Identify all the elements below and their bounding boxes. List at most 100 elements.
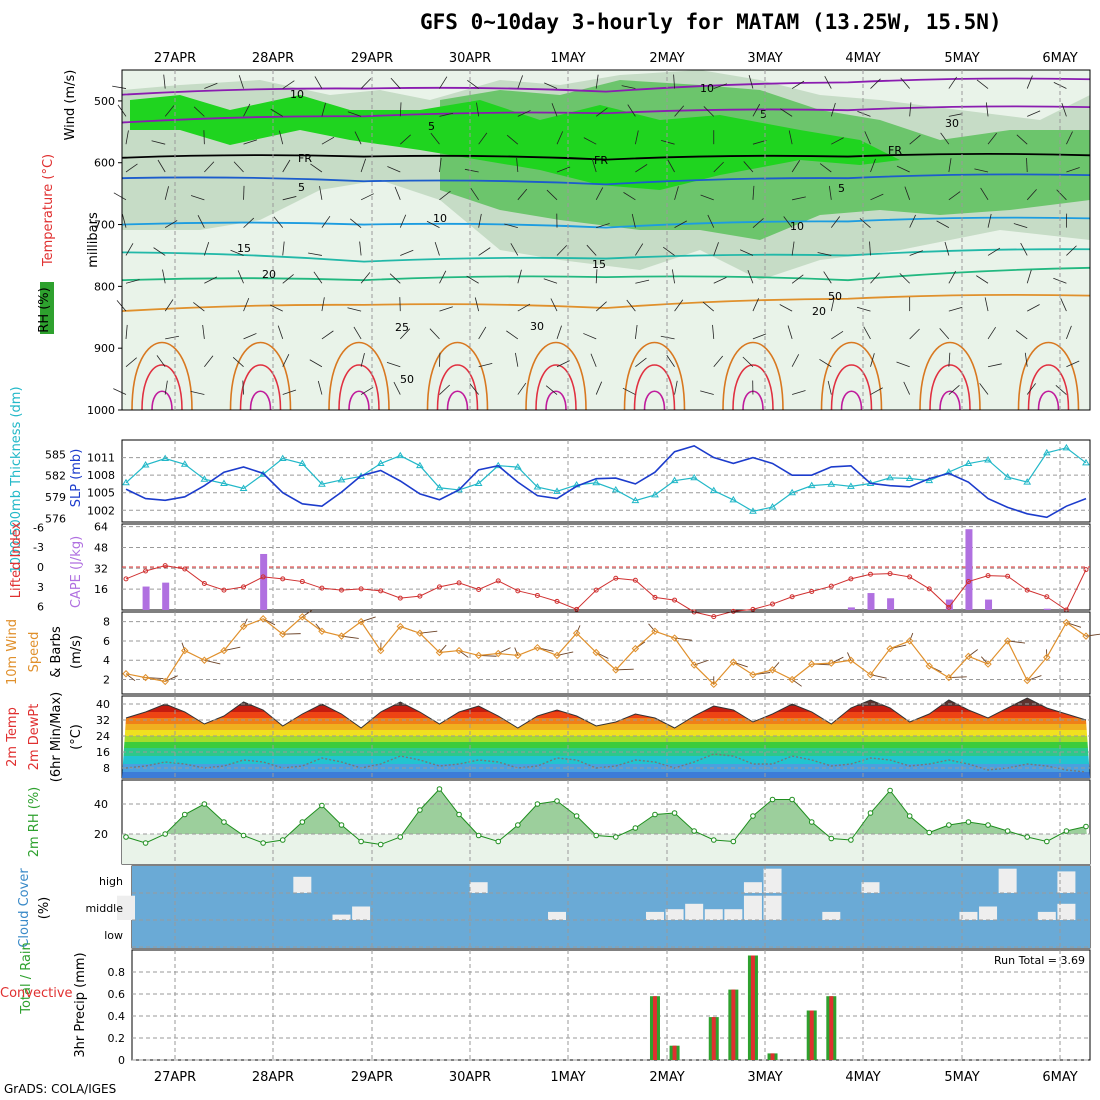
rh2m-point	[319, 802, 325, 809]
cape-bar	[1043, 608, 1051, 610]
wind10m-frame	[121, 611, 1091, 695]
wind-barb	[112, 85, 127, 89]
date-label-top: 27APR	[154, 51, 196, 66]
wind-barb	[787, 325, 793, 340]
lifted-index-point	[574, 606, 580, 612]
wind-barb	[1027, 304, 1040, 312]
isotherm-loop-30	[919, 341, 981, 411]
rh-band-90	[130, 95, 900, 190]
isotherm-label: 20	[812, 305, 826, 318]
wind-barb	[308, 252, 322, 256]
wind-barb	[317, 380, 323, 395]
wind-barb	[550, 298, 558, 312]
wind-barb	[515, 352, 519, 367]
pressure-tick-label: 500	[94, 95, 115, 108]
wind-barb	[193, 106, 205, 117]
precip-convective-bar	[829, 996, 834, 1060]
cape-tick-label: 48	[94, 541, 108, 554]
isotherm-label: 5	[428, 120, 435, 133]
temp-unit-label: (°C)	[69, 724, 84, 750]
isotherm-label: FR	[298, 152, 312, 165]
isotherm-loop-30	[426, 341, 489, 411]
thickness-point	[984, 455, 992, 463]
wind-barb	[948, 306, 963, 312]
isotherm-loop-40	[545, 390, 567, 411]
pressure-tick-label: 900	[94, 342, 115, 355]
thickness-point	[729, 495, 738, 503]
cape-bar	[162, 582, 170, 610]
wind-barb	[282, 241, 285, 256]
wind-barb	[556, 166, 571, 173]
wind-barb	[909, 214, 916, 228]
wind-barb	[282, 389, 297, 395]
precip-convective-bar	[672, 1045, 677, 1060]
wind10m-line	[125, 616, 1087, 686]
dewpt-axis-label: 2m DewPt	[27, 704, 42, 771]
wind-barb	[393, 381, 401, 395]
cloud-bar-middle	[704, 909, 723, 920]
temp-band	[122, 772, 1090, 778]
wind-barb	[824, 75, 832, 89]
wind-barb	[204, 276, 218, 284]
wind-barb	[360, 193, 374, 201]
thickness-point	[318, 480, 326, 487]
wind-barb	[739, 249, 754, 256]
thickness-point	[592, 478, 601, 486]
temp-tick-label: 8	[103, 762, 110, 775]
wind-barb	[779, 304, 793, 312]
wind-barb	[504, 223, 518, 229]
rh2m-point	[240, 832, 247, 839]
lifted-index-point	[1044, 594, 1050, 600]
wind-barb	[595, 381, 603, 395]
thickness-point	[220, 479, 228, 486]
isotherm-loop-40	[446, 390, 469, 411]
wind-barb	[909, 250, 923, 256]
wind10m-point	[905, 637, 914, 645]
lifted-index-point	[730, 608, 736, 614]
wind-barb	[869, 241, 871, 256]
date-label-top: 2MAY	[649, 51, 684, 66]
isotherm-label: 15	[592, 258, 606, 271]
thickness-point	[553, 487, 561, 494]
wind-barb	[113, 192, 127, 201]
wind-barb	[626, 299, 636, 312]
cape-bar	[985, 599, 993, 610]
wind-barb	[752, 298, 759, 312]
lifted-index-point	[907, 574, 913, 580]
lifted-index-point	[985, 573, 991, 579]
wind-barb	[748, 74, 754, 89]
rh2m-tick-label: 20	[94, 828, 108, 841]
rh2m-point	[691, 828, 697, 834]
wind-barb	[430, 132, 440, 145]
wind-barb	[948, 352, 951, 367]
wind-barb	[359, 241, 362, 256]
temperature-legend-label: Temperature (°C)	[41, 154, 56, 267]
wind-barb	[282, 353, 290, 367]
wind10m-point	[651, 627, 659, 636]
wind-barb	[674, 380, 678, 395]
rh2m-point	[201, 801, 208, 807]
wind-barb	[190, 391, 205, 395]
thickness-tick-label: 585	[45, 448, 66, 461]
wind-barb	[864, 131, 871, 145]
lifted-index-point	[476, 586, 482, 592]
isotherm-label: 20	[262, 268, 276, 281]
wind-barb	[583, 333, 597, 340]
lifted-tick-label: 6	[37, 601, 44, 614]
wind-barb	[586, 244, 597, 256]
lifted-index-point	[221, 587, 227, 593]
lifted-index-point	[750, 606, 756, 612]
lifted-index-point	[515, 588, 521, 594]
wind-barb	[464, 168, 479, 173]
rh2m-point	[534, 801, 541, 807]
wind-barb	[700, 390, 714, 395]
cloud-bar-middle	[743, 895, 762, 920]
rh2m-point	[808, 819, 815, 825]
cloud-axis-label: Cloud Cover	[17, 868, 32, 948]
cape-bar	[867, 593, 875, 610]
wind-barb	[712, 324, 715, 339]
wind-barb	[700, 194, 714, 201]
isotherm-label: 50	[400, 373, 414, 386]
wind-barb	[707, 214, 715, 228]
wind-barb	[478, 362, 493, 368]
